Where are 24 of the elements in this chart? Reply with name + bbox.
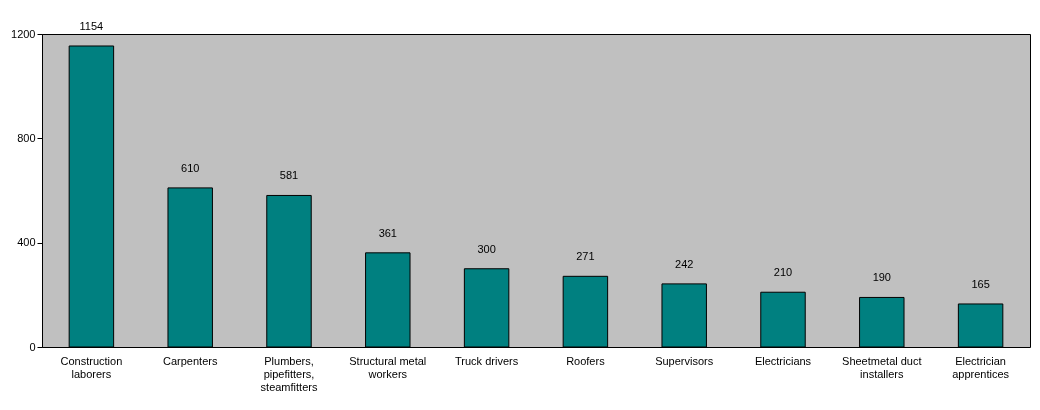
data-label: 165 bbox=[971, 277, 990, 290]
x-tick-label: Structural metal workers bbox=[349, 354, 427, 380]
x-tick-label: Sheetmetal duct installers bbox=[842, 354, 922, 380]
x-tick-label: Electrician apprentices bbox=[952, 354, 1010, 380]
x-tick-label: Truck drivers bbox=[455, 354, 519, 367]
x-tick-label: Plumbers, pipefitters, steamfitters bbox=[260, 354, 318, 393]
data-label: 1154 bbox=[79, 20, 104, 32]
x-tick-label: Carpenters bbox=[162, 354, 218, 367]
data-label: 361 bbox=[378, 226, 397, 239]
y-tick-label: 1200 bbox=[11, 27, 36, 40]
x-tick-label: Roofers bbox=[566, 354, 606, 367]
data-label: 581 bbox=[279, 169, 299, 182]
y-tick-label: 800 bbox=[17, 131, 36, 144]
x-tick-label: Construction laborers bbox=[60, 354, 123, 380]
data-label: 300 bbox=[477, 242, 496, 255]
data-label: 210 bbox=[773, 266, 793, 279]
data-label: 190 bbox=[872, 271, 891, 284]
x-tick-label: Supervisors bbox=[655, 354, 714, 367]
data-label: 242 bbox=[675, 257, 694, 270]
data-label: 271 bbox=[576, 250, 595, 263]
x-tick-label: Electricians bbox=[754, 354, 812, 367]
y-tick-label: 400 bbox=[17, 236, 36, 249]
y-tick-label: 0 bbox=[29, 340, 36, 353]
data-label: 610 bbox=[181, 161, 200, 174]
